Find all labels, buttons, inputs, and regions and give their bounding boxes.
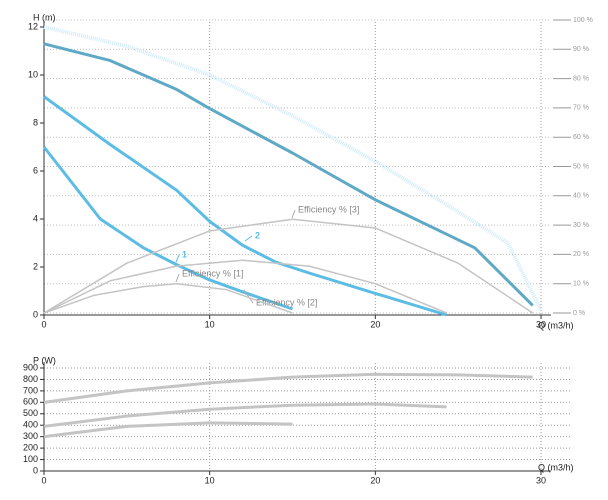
y-tick-label: 10 xyxy=(28,69,38,79)
series-label: Efficiency % [1] xyxy=(182,268,243,278)
y-tick-label: 4 xyxy=(33,213,38,223)
y2-tick-label: 40 % xyxy=(573,193,589,200)
series-label: 1 xyxy=(182,249,187,259)
y-tick-label: 12 xyxy=(28,21,38,31)
x-tick-label: 20 xyxy=(370,475,380,485)
x-tick-label: 30 xyxy=(536,319,546,329)
y2-tick-label: 50 % xyxy=(573,163,589,170)
label-leader xyxy=(244,235,253,242)
series-line xyxy=(43,421,293,439)
y-axis-label: P (W) xyxy=(33,355,56,365)
x-tick-label: 20 xyxy=(370,319,380,329)
x-tick-label: 30 xyxy=(536,475,546,485)
series-line xyxy=(43,372,533,404)
label-leader xyxy=(243,289,254,304)
y-tick-label: 700 xyxy=(23,385,38,395)
y2-tick-label: 10 % xyxy=(573,281,589,288)
x-tick-label: 0 xyxy=(41,475,46,485)
y2-tick-label: 80 % xyxy=(573,75,589,82)
y-tick-label: 300 xyxy=(23,431,38,441)
y-tick-label: 100 xyxy=(23,454,38,464)
y-tick-label: 400 xyxy=(23,420,38,430)
series-line xyxy=(43,25,543,312)
label-leader xyxy=(175,273,180,283)
label-leader xyxy=(291,209,296,219)
y2-tick-label: 30 % xyxy=(573,222,589,229)
y-tick-label: 2 xyxy=(33,261,38,271)
y-tick-label: 200 xyxy=(23,442,38,452)
x-axis-label: Q (m3/h) xyxy=(538,462,574,472)
x-axis-label: Q (m3/h) xyxy=(538,320,574,330)
y2-tick-label: 100 % xyxy=(573,17,593,24)
series-label: Efficiency % [2] xyxy=(256,297,317,307)
x-tick-label: 10 xyxy=(205,475,215,485)
y2-tick-label: 90 % xyxy=(573,46,589,53)
series-line xyxy=(43,259,447,314)
y2-tick-label: 70 % xyxy=(573,105,589,112)
y-tick-label: 0 xyxy=(33,465,38,475)
y-tick-label: 500 xyxy=(23,408,38,418)
series-label: 2 xyxy=(255,230,260,240)
y-tick-label: 600 xyxy=(23,397,38,407)
y-tick-label: 6 xyxy=(33,165,38,175)
y2-tick-label: 20 % xyxy=(573,251,589,258)
x-tick-label: 10 xyxy=(205,319,215,329)
y-tick-label: 8 xyxy=(33,117,38,127)
series-line xyxy=(43,218,534,314)
y-tick-label: 800 xyxy=(23,374,38,384)
y2-tick-label: 0 % xyxy=(573,310,585,317)
series-line xyxy=(43,42,534,307)
y2-tick-label: 60 % xyxy=(573,134,589,141)
series-label: Efficiency % [3] xyxy=(298,204,359,214)
label-leader xyxy=(175,254,180,263)
series-line xyxy=(42,146,293,311)
y-axis-label: H (m) xyxy=(33,12,56,22)
y-tick-label: 900 xyxy=(23,362,38,372)
y-tick-label: 0 xyxy=(33,309,38,319)
series-line xyxy=(43,282,293,314)
series-line xyxy=(43,95,448,317)
x-tick-label: 0 xyxy=(41,319,46,329)
series-line xyxy=(43,402,447,428)
